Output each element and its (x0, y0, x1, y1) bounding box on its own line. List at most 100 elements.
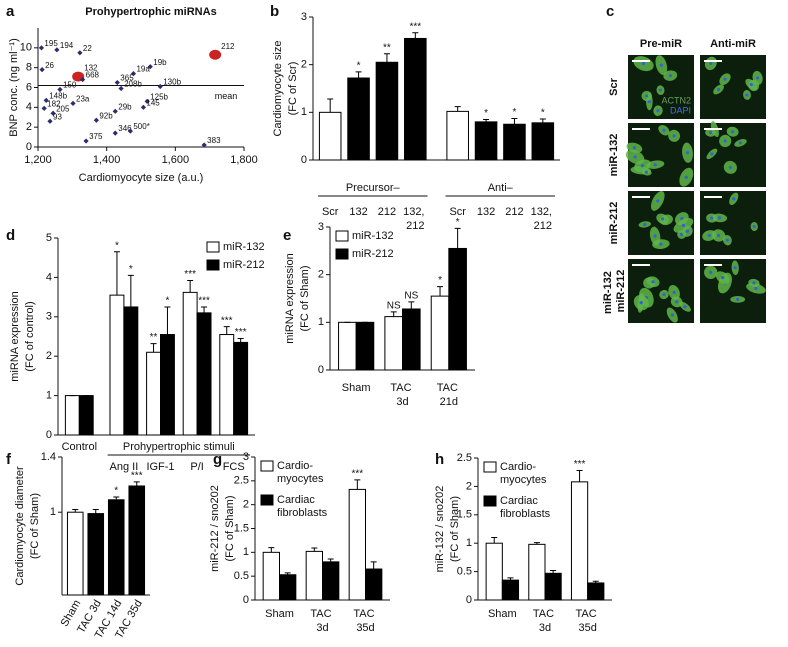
bar (109, 294, 125, 436)
y-tick-label: 2 (301, 59, 307, 71)
significance: * (438, 275, 442, 286)
significance: *** (409, 21, 421, 32)
micrograph (628, 55, 694, 119)
nucleus (723, 139, 727, 143)
x-tick-label: Ang II (110, 461, 139, 473)
point-label: 208b (124, 80, 142, 89)
text-line: 3d (539, 622, 551, 634)
row-label: Scr (608, 77, 620, 95)
bar (570, 481, 589, 601)
bar (78, 395, 94, 436)
significance: NS (404, 290, 418, 301)
y-tick-label: 10 (20, 42, 32, 54)
bar (531, 122, 555, 161)
bar (587, 582, 605, 601)
nucleus (658, 88, 663, 92)
nucleus (656, 199, 660, 203)
nucleus (708, 130, 713, 135)
nucleus (639, 301, 643, 305)
error-bar (383, 53, 390, 63)
bar (501, 579, 520, 601)
legend-swatch (260, 494, 274, 506)
x-tick-label: Scr (449, 206, 466, 218)
point (39, 67, 45, 73)
error-bar (133, 481, 140, 486)
point (57, 86, 63, 93)
text-line: Scr (449, 206, 466, 218)
legend-label: fibroblasts (277, 507, 328, 519)
y-axis-label: (FC of control) (24, 301, 36, 371)
error-bar (550, 569, 557, 574)
text-line: Sham (265, 608, 294, 620)
text-line: 132 (349, 206, 367, 218)
y-tick-label: 1 (301, 106, 307, 118)
y-tick-label: 1 (466, 537, 472, 549)
point-label: 22 (83, 44, 92, 53)
bar (503, 123, 526, 161)
nucleus (684, 175, 688, 179)
group-label: Anti– (488, 182, 514, 194)
y-axis-label: Cardiomyocyte diameter (14, 466, 26, 586)
error-bar (507, 577, 514, 581)
y-tick-label: 2 (46, 350, 52, 362)
error-bar (511, 118, 518, 125)
bar (318, 111, 342, 161)
text-line: 35d (578, 622, 596, 634)
bar (66, 511, 84, 596)
text-line: miR-212 (615, 270, 627, 313)
text-line: Sham (342, 382, 371, 394)
point-label: 29b (118, 102, 132, 111)
nucleus (738, 141, 743, 145)
y-axis-label: miRNA expression (284, 253, 296, 343)
point-label: 194 (60, 41, 74, 50)
legend-swatch (206, 259, 220, 271)
legend-swatch (483, 461, 497, 473)
y-tick-label: 0 (301, 154, 307, 166)
x-tick-label: 1,600 (162, 154, 190, 166)
point (70, 100, 76, 106)
bar (262, 551, 281, 601)
point (130, 71, 137, 77)
bar (402, 308, 421, 371)
point-label: 132 (84, 64, 98, 73)
nucleus (662, 128, 666, 132)
bar (305, 550, 324, 601)
x-tick-label: Scr (322, 206, 339, 218)
y-axis-label: BNP conc. (ng ml⁻¹) (8, 38, 20, 137)
x-tick-label: 1,800 (230, 154, 258, 166)
legend-label: Cardio- (277, 460, 313, 472)
point (47, 118, 53, 124)
y-axis-label: (FC of Sham) (449, 496, 461, 562)
nucleus (685, 229, 690, 233)
nucleus (709, 270, 713, 274)
error-bar (408, 301, 415, 309)
point (112, 130, 118, 136)
point-label: 383 (207, 136, 221, 145)
x-tick-label: TAC 35d (576, 608, 600, 634)
nucleus (653, 163, 657, 167)
error-bar (491, 537, 498, 544)
y-tick-label: 4 (26, 101, 32, 113)
error-bar (201, 306, 208, 313)
error-bar (113, 251, 120, 296)
x-tick-label: 132, 212 (531, 206, 555, 232)
x-tick-label: 1,400 (93, 154, 121, 166)
bar (196, 312, 212, 436)
bar (528, 543, 546, 601)
bar (384, 316, 404, 371)
point-label: 212 (221, 42, 235, 51)
point (93, 117, 99, 123)
point (77, 50, 83, 56)
text-line: 132 (477, 206, 495, 218)
error-bar (390, 311, 397, 317)
significance: *** (351, 469, 363, 480)
y-tick-label: 3 (301, 11, 307, 23)
point (80, 76, 86, 83)
significance: * (512, 107, 516, 118)
micrograph-bg (628, 259, 694, 323)
error-bar (370, 561, 377, 570)
nucleus (754, 286, 758, 290)
row-label: miR-132 (608, 134, 620, 177)
bar (107, 499, 125, 596)
